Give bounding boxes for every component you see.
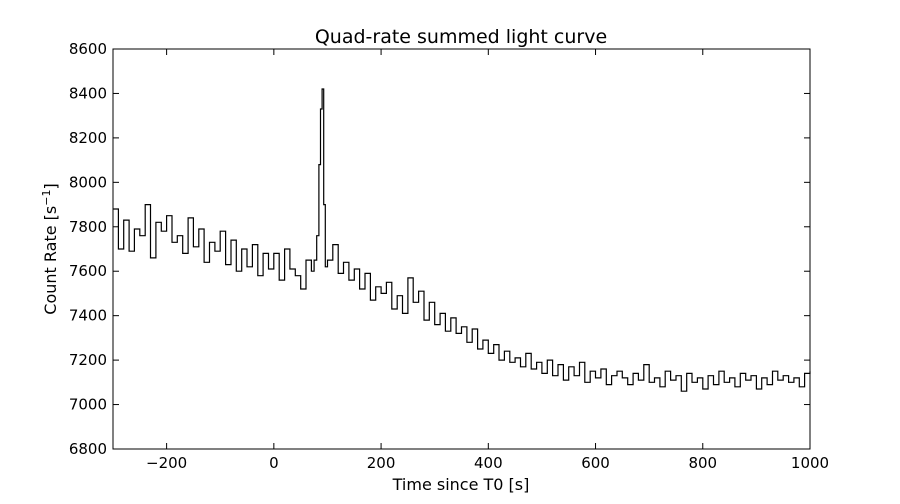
x-tick-label: 600 [581,454,610,472]
x-tick-label: 1000 [791,454,829,472]
x-axis: −200 0 200 400 600 800 1000 [146,49,829,472]
plot-frame [112,48,811,450]
y-tick-label: 8000 [69,173,107,191]
y-tick-label: 7400 [69,307,107,325]
y-tick-label: 6800 [69,440,107,458]
y-axis-label-exponent: −1 [40,190,53,206]
y-tick-label: 7600 [69,262,107,280]
x-axis-label: Time since T0 [s] [392,475,530,494]
x-tick-label: 800 [688,454,717,472]
y-tick-label: 7200 [69,351,107,369]
y-tick-label: 7000 [69,396,107,414]
y-tick-label: 7800 [69,218,107,236]
plot-area [112,48,811,450]
y-axis-label-end: ] [41,183,60,189]
x-tick-label: 200 [367,454,396,472]
y-axis-label-main: Count Rate [s [41,206,60,315]
y-tick-label: 8600 [69,40,107,58]
y-axis-label: Count Rate [s−1] [40,183,60,314]
y-tick-label: 8400 [69,84,107,102]
series-line [113,88,811,392]
x-tick-label: −200 [146,454,187,472]
y-tick-label: 8200 [69,129,107,147]
x-tick-label: 0 [269,454,279,472]
y-axis: 6800 7000 7200 7400 7600 7800 8000 8200 8400 8600 [69,40,810,458]
chart-title: Quad-rate summed light curve [315,26,607,48]
x-tick-label: 400 [474,454,503,472]
